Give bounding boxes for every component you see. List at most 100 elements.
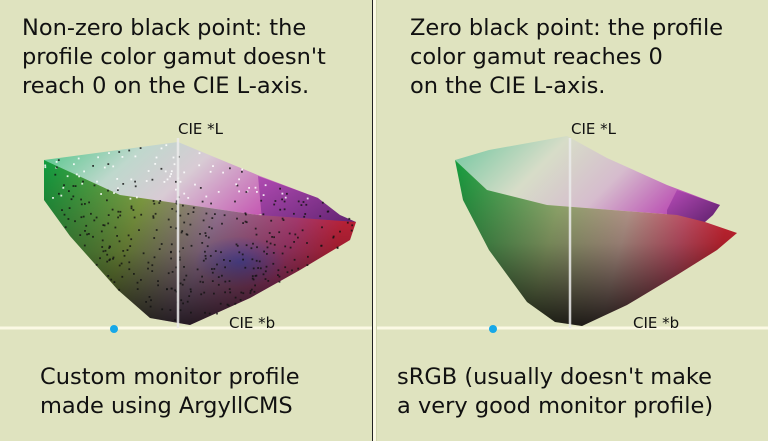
sample-point: [221, 222, 223, 225]
sample-point: [74, 185, 77, 187]
sample-point: [248, 187, 250, 189]
sample-point: [180, 299, 183, 302]
sample-point: [321, 201, 324, 204]
sample-point: [179, 282, 182, 285]
sample-point: [212, 165, 214, 167]
sample-point: [138, 229, 140, 231]
sample-point: [179, 214, 182, 217]
sample-point: [259, 267, 262, 270]
sample-point: [155, 229, 158, 231]
sample-point: [170, 287, 173, 290]
sample-point: [56, 166, 58, 169]
sample-point: [165, 144, 168, 147]
sample-point: [242, 222, 244, 224]
sample-point: [211, 217, 214, 219]
sample-point: [175, 200, 178, 203]
sample-point: [130, 178, 133, 181]
sample-point: [286, 192, 288, 195]
sample-point: [264, 278, 267, 280]
sample-point: [250, 288, 253, 291]
sample-point: [244, 212, 247, 215]
sample-point: [68, 190, 70, 192]
sample-point: [167, 272, 170, 275]
sample-point: [78, 175, 80, 178]
sample-point: [178, 256, 181, 259]
sample-point: [58, 192, 60, 195]
sample-point: [153, 256, 156, 259]
sample-point: [142, 252, 145, 255]
sample-point: [221, 274, 223, 277]
sample-point: [254, 227, 257, 230]
sample-point: [270, 219, 273, 222]
sample-point: [266, 240, 268, 243]
sample-point: [201, 200, 204, 203]
sample-point: [121, 275, 124, 278]
sample-point: [251, 275, 254, 277]
sample-point: [97, 156, 99, 159]
sample-point: [152, 215, 155, 218]
sample-point: [181, 283, 184, 286]
sample-point: [306, 242, 308, 244]
sample-point: [114, 226, 117, 229]
sample-point: [103, 224, 106, 227]
sample-point: [198, 152, 201, 155]
sample-point: [110, 278, 113, 281]
sample-point: [103, 166, 106, 169]
sample-point: [118, 151, 121, 153]
sample-point: [85, 224, 88, 227]
sample-point: [202, 259, 205, 262]
sample-point: [117, 216, 119, 219]
sample-point: [244, 220, 247, 223]
sample-point: [178, 258, 181, 261]
sample-point: [214, 213, 216, 215]
sample-point: [129, 245, 132, 247]
sample-point: [228, 288, 231, 290]
sample-point: [288, 232, 291, 235]
sample-point: [128, 149, 131, 152]
sample-point: [219, 302, 222, 305]
sample-point: [222, 171, 224, 174]
sample-point: [145, 180, 148, 182]
sample-point: [122, 183, 125, 185]
sample-point: [188, 295, 191, 297]
sample-point: [251, 277, 254, 280]
sample-point: [96, 180, 98, 183]
sample-point: [252, 242, 254, 245]
sample-point: [263, 250, 265, 253]
sample-point: [223, 259, 225, 261]
sample-point: [132, 209, 135, 211]
sample-point: [186, 300, 189, 303]
sample-point: [213, 292, 215, 295]
sample-point: [256, 191, 258, 193]
sample-point: [306, 197, 309, 200]
sample-point: [252, 278, 255, 281]
right-panel: Zero black point: the profile color gamu…: [377, 0, 768, 441]
sample-point: [100, 193, 102, 195]
sample-point: [199, 280, 202, 283]
sample-point: [106, 253, 109, 256]
sample-point: [255, 233, 258, 236]
sample-point: [205, 195, 208, 198]
sample-point: [68, 207, 71, 209]
sample-point: [205, 212, 208, 215]
left-b-axis-label: CIE *b: [229, 314, 275, 332]
sample-point: [104, 249, 107, 252]
sample-point: [281, 192, 284, 195]
sample-point: [192, 211, 195, 213]
sample-point: [116, 235, 118, 237]
sample-point: [272, 252, 275, 254]
sample-point: [236, 184, 239, 187]
sample-point: [44, 166, 47, 169]
sample-point: [101, 246, 104, 248]
sample-point: [134, 185, 137, 188]
sample-point: [185, 274, 188, 277]
sample-point: [272, 262, 275, 265]
sample-point: [149, 305, 152, 308]
sample-point: [277, 269, 280, 272]
sample-point: [305, 203, 308, 206]
sample-point: [278, 231, 281, 234]
sample-point: [44, 164, 47, 167]
sample-point: [234, 200, 236, 203]
sample-point: [273, 243, 276, 246]
sample-point: [202, 219, 205, 222]
